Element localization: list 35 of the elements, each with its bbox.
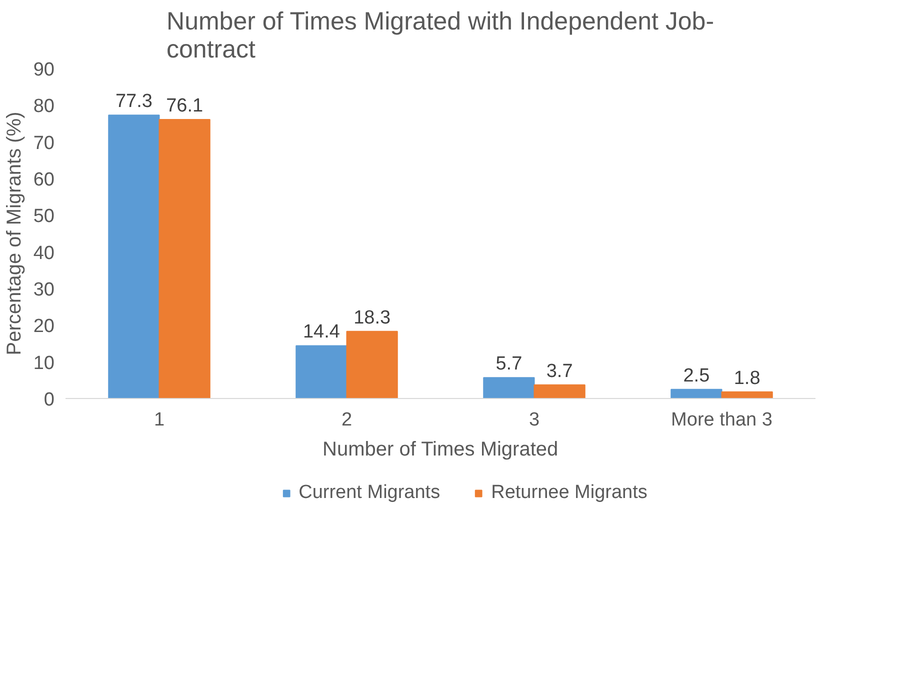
y-tick-label: 40 (33, 242, 55, 264)
bar (158, 118, 210, 398)
data-label: 77.3 (115, 91, 152, 112)
bar (296, 345, 348, 398)
y-tick-label: 20 (33, 316, 55, 338)
bar (108, 114, 160, 398)
bar (346, 330, 398, 398)
bar (670, 388, 722, 398)
y-tick-label: 80 (33, 96, 55, 118)
y-tick-label: 60 (33, 170, 55, 190)
legend-label: Returnee Migrants (491, 482, 648, 504)
y-tick-label: 50 (33, 206, 55, 228)
y-tick-label: 30 (33, 280, 55, 300)
legend-label: Current Migrants (298, 482, 440, 504)
x-tick-label: 1 (154, 410, 165, 430)
data-label: 2.5 (683, 365, 710, 386)
bar (483, 377, 535, 398)
data-label: 3.7 (546, 360, 573, 382)
bar (534, 384, 586, 398)
x-tick-label: 2 (341, 410, 352, 430)
data-label: 14.4 (302, 322, 340, 343)
y-tick-label: 0 (44, 390, 55, 410)
y-tick-label: 90 (33, 60, 55, 80)
data-label: 1.8 (734, 368, 760, 389)
x-axis-title: Number of Times Migrated (322, 438, 558, 460)
x-tick-label: 3 (528, 410, 540, 430)
chart-title: Number of Times Migrated with Independent Job-contract (166, 8, 714, 64)
y-tick-label: 10 (33, 352, 55, 374)
y-axis-title: Percentage of Migrants (%) (3, 112, 26, 356)
bar (721, 391, 773, 398)
data-label: 18.3 (354, 307, 391, 328)
data-label: 5.7 (496, 354, 522, 375)
x-tick-label: More than 3 (671, 410, 772, 430)
data-label: 76.1 (166, 95, 204, 116)
y-tick-label: 70 (33, 132, 55, 154)
